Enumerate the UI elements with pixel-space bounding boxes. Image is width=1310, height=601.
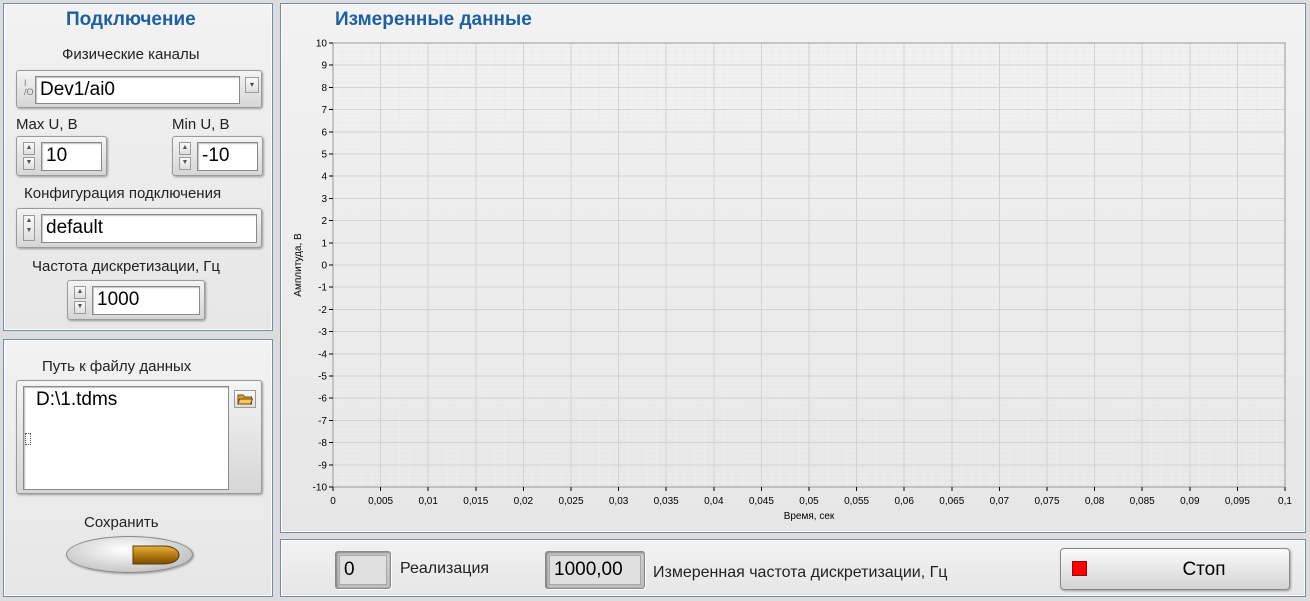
y-tick-label: 9 <box>321 61 327 72</box>
x-tick-label: 0,04 <box>704 496 724 507</box>
iteration-indicator: 0 <box>335 551 391 589</box>
y-tick-label: 0 <box>321 261 327 272</box>
x-tick-label: 0,035 <box>654 496 679 507</box>
y-tick-label: -6 <box>318 394 327 405</box>
measured-rate-label: Измеренная частота дискретизации, Гц <box>653 564 948 581</box>
connection-panel: Подключение Физические каналы I/O Dev1/a… <box>3 3 273 331</box>
save-indicator-icon <box>132 545 180 565</box>
channels-control: I/O Dev1/ai0 ▾ <box>16 70 262 108</box>
y-tick-label: -4 <box>318 349 327 360</box>
channels-label: Физические каналы <box>62 46 200 63</box>
measured-rate-indicator: 1000,00 <box>545 551 645 589</box>
status-panel: 0 Реализация 1000,00 Измеренная частота … <box>280 539 1306 597</box>
graph-title: Измеренные данные <box>335 9 532 30</box>
x-axis-label: Время, сек <box>784 511 835 522</box>
file-path-label: Путь к файлу данных <box>42 358 192 375</box>
stop-indicator-icon <box>1072 561 1087 576</box>
max-u-increment-button[interactable]: ▲ <box>23 142 35 155</box>
y-tick-label: -7 <box>318 416 327 427</box>
y-tick-label: -3 <box>318 327 327 338</box>
max-u-label: Max U, В <box>16 116 78 133</box>
iteration-label: Реализация <box>400 560 490 577</box>
x-tick-label: 0 <box>330 496 336 507</box>
x-tick-label: 0,09 <box>1180 496 1200 507</box>
y-tick-label: 2 <box>321 216 327 227</box>
channels-input[interactable]: Dev1/ai0 <box>35 76 240 104</box>
y-tick-label: -5 <box>318 372 327 383</box>
file-panel: Путь к файлу данных D:\1.tdms Сохранить <box>3 339 273 597</box>
connection-title: Подключение <box>66 9 196 30</box>
x-tick-label: 0,055 <box>844 496 869 507</box>
rate-label: Частота дискретизации, Гц <box>32 258 221 275</box>
graph-panel: Измеренные данные 10 9 8 7 6 5 4 3 2 1 0 -1 -2 -3 -4 -5… <box>280 3 1306 533</box>
measured-rate-value: 1000,00 <box>549 555 641 585</box>
stop-button[interactable]: Стоп <box>1060 548 1290 590</box>
max-u-decrement-button[interactable]: ▼ <box>23 157 35 170</box>
save-button[interactable] <box>66 536 193 573</box>
x-tick-label: 0,03 <box>609 496 629 507</box>
y-tick-label: -8 <box>318 438 327 449</box>
stop-label: Стоп <box>1182 559 1226 580</box>
x-tick-label: 0,05 <box>799 496 819 507</box>
y-tick-label: 8 <box>321 83 327 94</box>
y-tick-label: 4 <box>321 172 327 183</box>
x-tick-label: 0,015 <box>463 496 488 507</box>
max-u-control: ▲ ▼ 10 <box>16 136 107 176</box>
rate-decrement-button[interactable]: ▼ <box>74 301 86 314</box>
x-tick-label: 0,02 <box>514 496 534 507</box>
x-tick-label: 0,025 <box>558 496 583 507</box>
config-label: Конфигурация подключения <box>24 185 222 202</box>
x-tick-label: 0,1 <box>1278 496 1292 507</box>
x-tick-label: 0,065 <box>939 496 964 507</box>
y-tick-label: 5 <box>321 150 327 161</box>
save-label: Сохранить <box>84 514 159 531</box>
file-path-input[interactable]: D:\1.tdms <box>23 386 229 490</box>
rate-control: ▲ ▼ 1000 <box>67 280 205 320</box>
folder-open-icon[interactable] <box>234 390 256 408</box>
rate-input[interactable]: 1000 <box>92 286 200 315</box>
y-tick-label: 10 <box>316 39 328 50</box>
rate-increment-button[interactable]: ▲ <box>74 286 86 299</box>
file-path-resize-handle[interactable] <box>25 433 31 445</box>
iteration-value: 0 <box>339 555 387 585</box>
x-tick-label: 0,005 <box>368 496 393 507</box>
config-selector-button[interactable]: ▲ ▼ <box>23 215 35 241</box>
min-u-input[interactable]: -10 <box>197 142 258 171</box>
y-tick-label: 7 <box>321 105 327 116</box>
y-tick-label: -9 <box>318 460 327 471</box>
y-tick-label: -10 <box>313 483 328 494</box>
y-tick-label: -2 <box>318 305 327 316</box>
x-tick-label: 0,075 <box>1034 496 1059 507</box>
x-tick-label: 0,06 <box>894 496 914 507</box>
file-path-control: D:\1.tdms <box>16 380 262 494</box>
y-tick-label: 1 <box>321 238 327 249</box>
max-u-input[interactable]: 10 <box>41 142 102 171</box>
min-u-increment-button[interactable]: ▲ <box>179 142 191 155</box>
config-control: ▲ ▼ default <box>16 208 262 248</box>
min-u-label: Min U, В <box>172 116 230 133</box>
y-tick-label: 3 <box>321 194 327 205</box>
min-u-control: ▲ ▼ -10 <box>172 136 263 176</box>
io-channel-icon: I/O <box>24 78 34 97</box>
x-tick-label: 0,01 <box>418 496 438 507</box>
x-tick-label: 0,085 <box>1130 496 1155 507</box>
y-axis-label: Амплитуда, В <box>293 233 304 297</box>
y-tick-label: -1 <box>318 283 327 294</box>
config-input[interactable]: default <box>41 214 257 243</box>
min-u-decrement-button[interactable]: ▼ <box>179 157 191 170</box>
y-tick-label: 6 <box>321 127 327 138</box>
x-tick-label: 0,08 <box>1085 496 1105 507</box>
x-tick-label: 0,07 <box>990 496 1010 507</box>
x-tick-label: 0,095 <box>1225 496 1250 507</box>
channels-dropdown-button[interactable]: ▾ <box>245 77 259 93</box>
x-tick-label: 0,045 <box>749 496 774 507</box>
